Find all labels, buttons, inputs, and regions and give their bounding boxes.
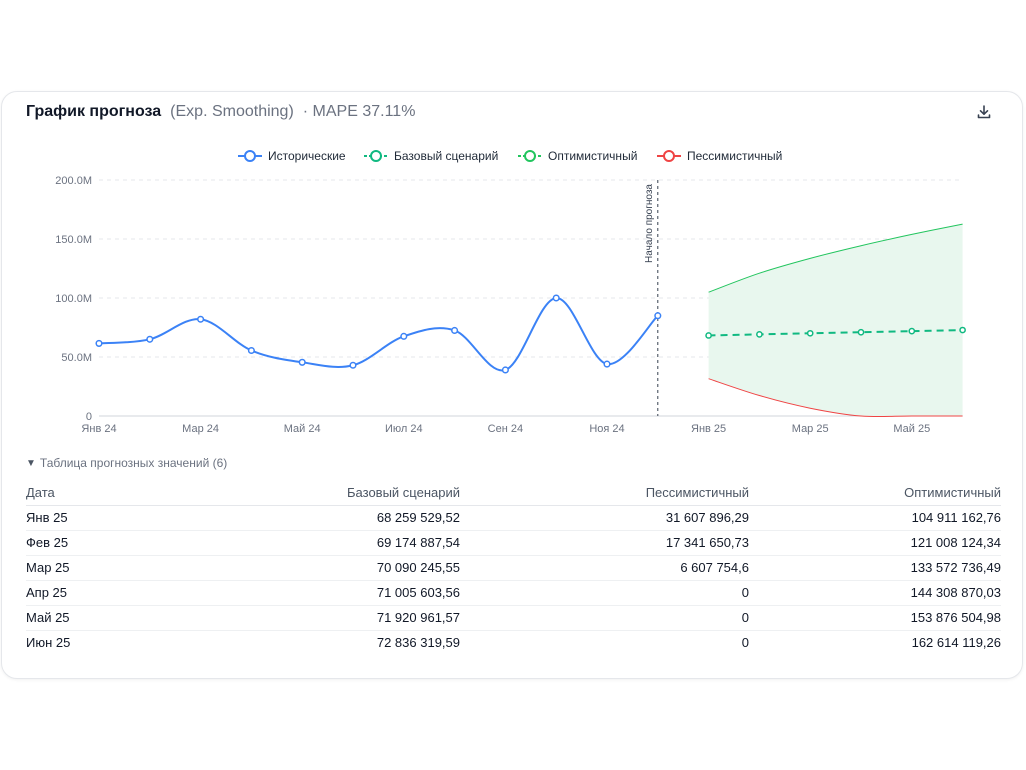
x-tick-label: Май 25: [893, 423, 930, 435]
optimistic-series-line: [708, 223, 963, 293]
x-tick-label: Сен 24: [488, 423, 523, 435]
cell-base: 68 259 529,52: [176, 505, 460, 531]
cell-pessimistic: 0: [741, 635, 749, 651]
mape-label: · MAPE 37.11%: [302, 103, 416, 120]
historical-point: [298, 358, 306, 366]
cell-date: Янв 25: [26, 505, 176, 531]
x-tick-label: Ноя 24: [589, 423, 624, 435]
table-row: Мар 25 70 090 245,55 6 607 754,6 133 572…: [26, 555, 1001, 581]
legend-label: Базовый сценарий: [394, 149, 498, 163]
cell-base: 71 005 603,56: [176, 580, 460, 606]
cell-optimistic: 162 614 119,26: [911, 635, 1001, 651]
y-tick-label: 0: [86, 411, 92, 423]
cell-optimistic: 133 572 736,49: [749, 555, 1001, 581]
column-header-optimistic: Оптимистичный: [749, 480, 1001, 506]
historical-point: [552, 294, 560, 302]
legend-label: Оптимистичный: [548, 149, 637, 163]
historical-point: [349, 361, 357, 369]
historical-point: [146, 335, 154, 343]
cell-optimistic: 144 308 870,03: [749, 580, 1001, 606]
y-tick-label: 100.0M: [55, 293, 92, 305]
table-row: Май 25 71 920 961,57 0 153 876 504,98: [26, 605, 1001, 631]
base-point: [806, 329, 814, 337]
cell-base: 69 174 887,54: [176, 530, 460, 556]
y-tick-label: 200.0M: [55, 175, 92, 187]
cell-base: 70 090 245,55: [176, 555, 460, 581]
base-series-line: [708, 329, 963, 337]
chart-title: График прогноза: [26, 103, 162, 120]
column-header-date: Дата: [26, 480, 176, 506]
card-header: График прогноза (Exp. Smoothing) · MAPE …: [26, 100, 998, 124]
cell-optimistic: 121 008 124,34: [749, 530, 1001, 556]
base-point: [908, 327, 916, 335]
table-row: Июн 25 72 836 319,59 0 162 614 119,26: [26, 630, 1001, 655]
forecast-card: График прогноза (Exp. Smoothing) · MAPE …: [1, 91, 1023, 679]
cell-date: Мар 25: [26, 555, 176, 581]
x-tick-label: Мар 25: [792, 423, 829, 435]
cell-date: Июн 25: [26, 635, 71, 651]
cell-pessimistic: 17 341 650,73: [460, 530, 749, 556]
cell-date: Май 25: [26, 605, 176, 631]
cell-optimistic: 153 876 504,98: [749, 605, 1001, 631]
cell-optimistic: 104 911 162,76: [749, 505, 1001, 531]
table-row: Апр 25 71 005 603,56 0 144 308 870,03: [26, 580, 1001, 606]
historical-point: [400, 332, 408, 340]
x-tick-label: Май 24: [284, 423, 321, 435]
cell-pessimistic: 31 607 896,29: [460, 505, 749, 531]
table-header-row: Дата Базовый сценарий Пессимистичный Опт…: [26, 480, 1001, 506]
column-header-pessimistic: Пессимистичный: [460, 480, 749, 506]
y-tick-label: 50.0M: [61, 352, 92, 364]
historical-point: [603, 360, 611, 368]
x-tick-label: Янв 25: [691, 423, 726, 435]
base-point: [756, 331, 763, 338]
cell-base: 71 920 961,57: [176, 605, 460, 631]
legend-marker: [244, 150, 256, 162]
historical-point: [451, 326, 459, 334]
base-point: [705, 332, 712, 339]
method-label: (Exp. Smoothing): [170, 103, 294, 120]
historical-series-line: [98, 296, 659, 372]
historical-point: [501, 366, 509, 374]
table-row: Фев 25 69 174 887,54 17 341 650,73 121 0…: [26, 530, 1001, 556]
column-header-base: Базовый сценарий: [176, 480, 460, 506]
historical-point: [247, 346, 255, 355]
table-toggle[interactable]: ▼ Таблица прогнозных значений (6): [26, 456, 227, 470]
forecast-chart: 0 50.0M 100.0M 150.0M 200.0M Янв 24 Мар 24 Май …: [55, 149, 966, 435]
forecast-band-area: [708, 224, 963, 417]
base-point: [857, 328, 865, 336]
legend-marker: [524, 150, 536, 162]
caret-down-icon: ▼: [26, 457, 36, 469]
legend-label: Исторические: [268, 149, 346, 163]
cell-pessimistic: 6 607 754,6: [460, 555, 749, 581]
x-tick-label: Мар 24: [182, 423, 219, 435]
legend-marker: [663, 150, 675, 162]
forecast-table: Дата Базовый сценарий Пессимистичный Опт…: [26, 480, 1001, 655]
y-tick-label: 150.0M: [55, 234, 92, 246]
table-row: Янв 25 68 259 529,52 31 607 896,29 104 9…: [26, 505, 1001, 531]
cell-date: Фев 25: [26, 530, 176, 556]
legend-label: Пессимистичный: [687, 149, 782, 163]
download-icon[interactable]: [972, 100, 996, 124]
cell-date: Апр 25: [26, 580, 176, 606]
x-tick-label: Июл 24: [385, 423, 423, 435]
pessimistic-series-line: [708, 378, 963, 418]
table-toggle-label: Таблица прогнозных значений (6): [39, 456, 228, 470]
historical-point: [654, 312, 662, 320]
forecast-start-label: Начало прогноза: [644, 184, 655, 263]
historical-point: [197, 315, 205, 323]
cell-pessimistic: 0: [460, 605, 749, 631]
base-point: [959, 326, 966, 334]
x-tick-label: Янв 24: [81, 423, 116, 435]
cell-base: 72 836 319,59: [376, 635, 460, 651]
historical-point: [95, 339, 103, 347]
legend-marker: [370, 150, 382, 162]
cell-pessimistic: 0: [460, 580, 749, 606]
